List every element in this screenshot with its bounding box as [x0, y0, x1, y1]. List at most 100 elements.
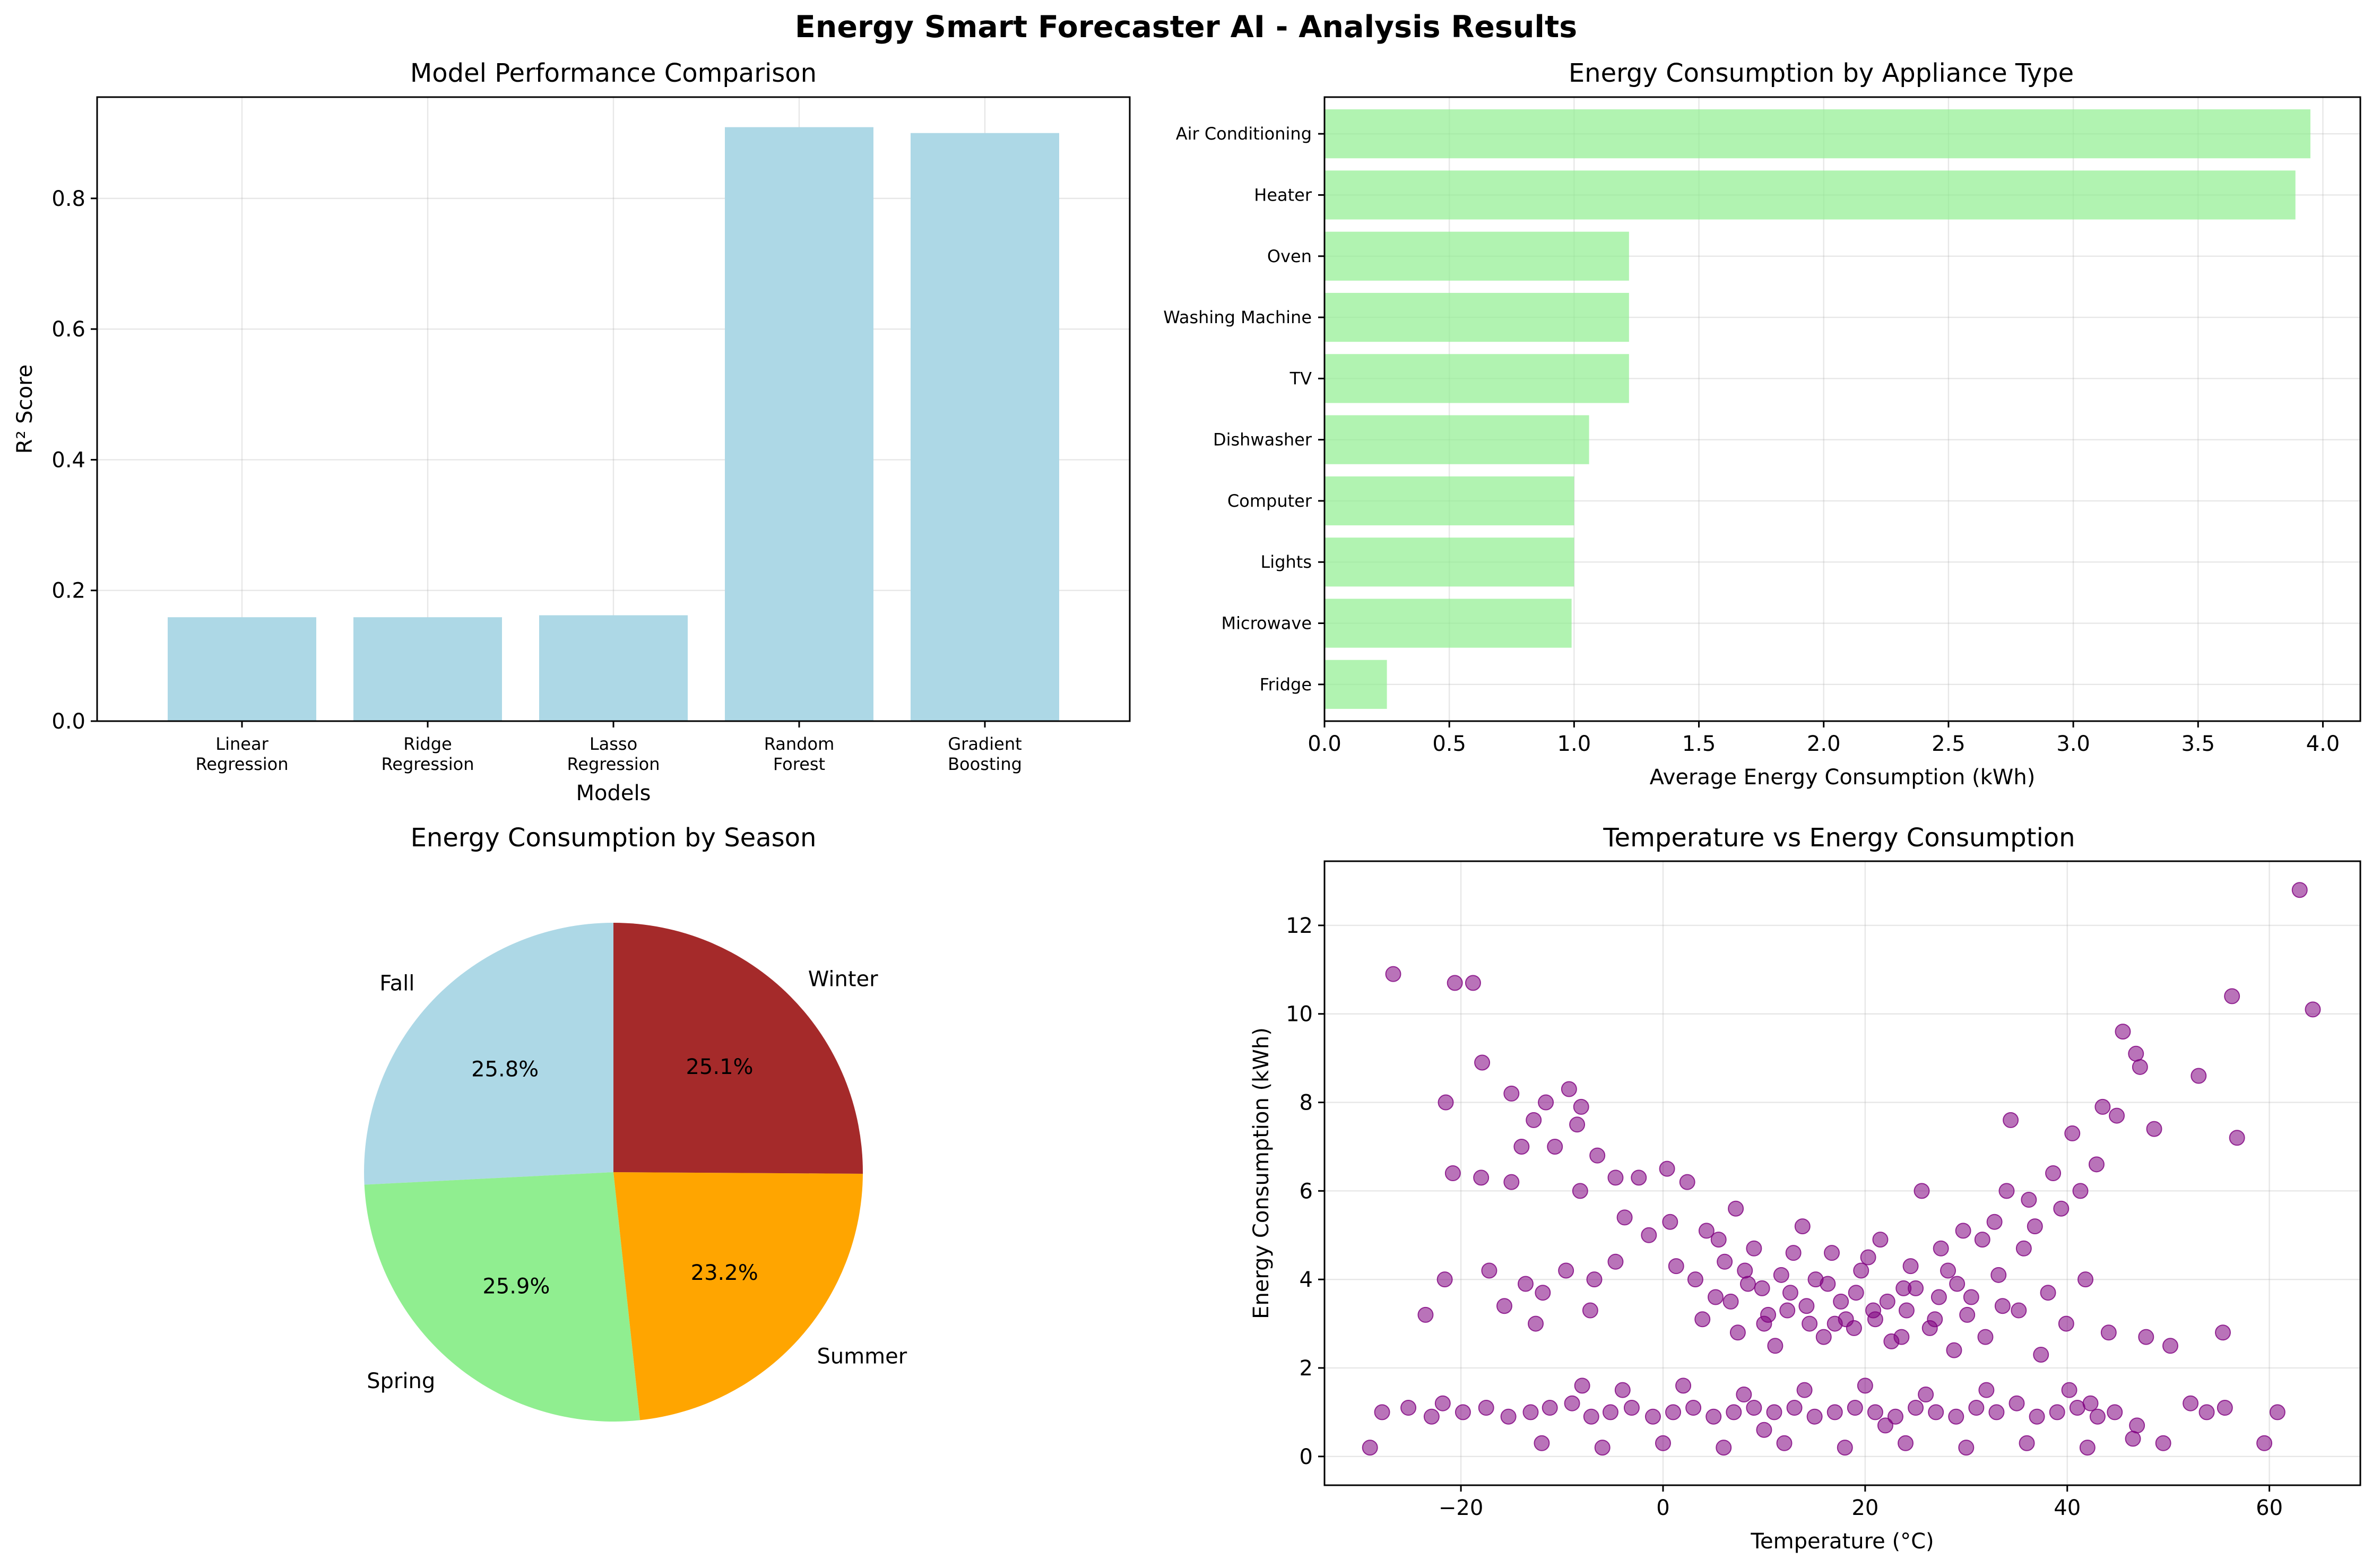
pie-slice: [364, 1172, 640, 1422]
scatter-point: [1574, 1378, 1590, 1394]
scatter-point: [1675, 1378, 1692, 1394]
x-tick-label: 4.0: [2306, 732, 2340, 756]
scatter-point: [2079, 1440, 2096, 1456]
x-tick-label: 2.0: [1807, 732, 1841, 756]
scatter-point: [1908, 1280, 1924, 1296]
temperature-scatter-grid: [1324, 861, 2360, 1485]
scatter-point: [1716, 1440, 1732, 1456]
scatter-point: [1526, 1112, 1542, 1128]
pie-slice: [613, 1172, 863, 1420]
scatter-point: [1534, 1435, 1550, 1451]
x-tick-label: Linear: [215, 734, 269, 754]
x-tick-label: Boosting: [948, 754, 1022, 774]
scatter-point: [1602, 1404, 1618, 1420]
scatter-point: [2132, 1059, 2148, 1075]
y-tick-label: Washing Machine: [1163, 307, 1312, 327]
scatter-point: [2015, 1240, 2032, 1257]
model-performance-xlabel: Models: [576, 781, 651, 805]
x-tick-label: 60: [2256, 1496, 2283, 1520]
scatter-point: [1994, 1298, 2011, 1314]
scatter-point: [1644, 1408, 1661, 1425]
scatter-point: [2162, 1338, 2178, 1354]
season-consumption-chart: Energy Consumption by Season Fall 25.8% Sp…: [364, 823, 907, 1422]
scatter-point: [1444, 1165, 1461, 1181]
scatter-point: [1558, 1262, 1574, 1279]
scatter-point: [1785, 1245, 1802, 1261]
scatter-point: [2088, 1156, 2105, 1173]
scatter-point: [1756, 1422, 1772, 1438]
scatter-point: [1503, 1085, 1520, 1102]
scatter-point: [1607, 1169, 1624, 1186]
scatter-point: [1746, 1240, 1762, 1257]
pie-percent-label: 25.1%: [686, 1055, 753, 1079]
y-tick-label: 0.4: [51, 448, 85, 472]
scatter-point: [1928, 1404, 1944, 1420]
y-tick-label: Dishwasher: [1213, 430, 1312, 450]
y-tick-label: 8: [1300, 1091, 1313, 1115]
scatter-point: [2027, 1218, 2043, 1235]
x-tick-label: 0: [1656, 1496, 1669, 1520]
scatter-point: [2082, 1395, 2099, 1411]
bar: [168, 617, 316, 721]
scatter-point: [2256, 1435, 2273, 1451]
scatter-point: [2138, 1329, 2154, 1345]
scatter-point: [2115, 1024, 2131, 1040]
scatter-point: [1614, 1382, 1631, 1398]
y-tick-label: Heater: [1254, 185, 1312, 205]
temperature-scatter-ylabel: Energy Consumption (kWh): [1249, 1027, 1274, 1319]
x-tick-label: 3.5: [2181, 732, 2215, 756]
scatter-point: [1879, 1293, 1895, 1310]
scatter-point: [1706, 1408, 1722, 1425]
appliance-consumption-chart: Energy Consumption by Appliance Type 0.0…: [1163, 58, 2361, 790]
scatter-point: [1949, 1276, 1966, 1292]
y-tick-label: Oven: [1267, 246, 1312, 266]
bar: [1324, 538, 1574, 587]
scatter-point: [1538, 1094, 1554, 1111]
scatter-point: [2049, 1404, 2065, 1420]
temperature-scatter-ticks: −20 0 20 40 60 0 2 4 6 8 10 12: [1286, 914, 2283, 1520]
x-tick-label: 1.5: [1682, 732, 1716, 756]
scatter-point: [1931, 1289, 1947, 1305]
scatter-point: [1436, 1271, 1453, 1288]
scatter-point: [1848, 1285, 1864, 1301]
scatter-point: [2009, 1395, 2025, 1411]
scatter-point: [2061, 1382, 2077, 1398]
scatter-point: [2033, 1346, 2049, 1363]
scatter-point: [1726, 1404, 1742, 1420]
bar: [539, 615, 688, 721]
scatter-point: [1374, 1404, 1390, 1420]
x-tick-label: 40: [2054, 1496, 2081, 1520]
scatter-point: [1564, 1395, 1580, 1411]
season-consumption-title: Energy Consumption by Season: [411, 823, 817, 853]
scatter-point: [1877, 1417, 1893, 1434]
scatter-point: [1773, 1267, 1789, 1283]
x-tick-label: Regression: [567, 754, 660, 774]
scatter-point: [1528, 1315, 1544, 1332]
scatter-point: [1434, 1395, 1451, 1411]
x-tick-label: Regression: [195, 754, 288, 774]
scatter-point: [2217, 1400, 2233, 1416]
scatter-point: [1914, 1183, 1930, 1199]
scatter-point: [1948, 1408, 1964, 1425]
scatter-point: [1898, 1435, 1914, 1451]
y-tick-label: Microwave: [1221, 613, 1312, 634]
bar: [353, 617, 502, 721]
scatter-point: [2094, 1098, 2111, 1115]
scatter-point: [1616, 1209, 1633, 1226]
scatter-point: [1572, 1183, 1588, 1199]
scatter-point: [2064, 1125, 2081, 1141]
scatter-point: [1583, 1408, 1599, 1425]
pie-slice-label: Winter: [808, 967, 878, 992]
y-tick-label: 6: [1300, 1179, 1313, 1203]
x-tick-label: Forest: [773, 754, 825, 774]
scatter-point: [1887, 1408, 1903, 1425]
scatter-point: [1974, 1232, 1990, 1248]
x-tick-label: −20: [1439, 1496, 1483, 1520]
scatter-point: [2003, 1112, 2019, 1128]
scatter-point: [2107, 1404, 2123, 1420]
scatter-point: [2269, 1404, 2286, 1420]
scatter-point: [1500, 1408, 1517, 1425]
scatter-point: [1736, 1387, 1752, 1403]
y-tick-label: 0.2: [51, 579, 85, 603]
scatter-point: [2125, 1431, 2141, 1447]
